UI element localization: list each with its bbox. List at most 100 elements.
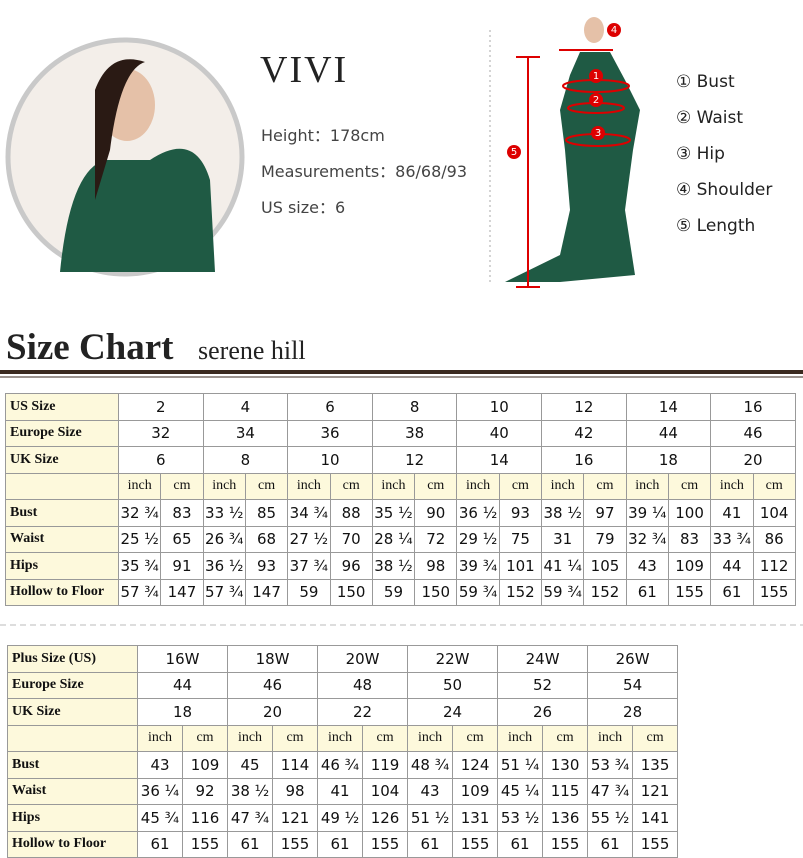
measure-cell: 83 <box>160 499 204 527</box>
measure-cell: 25 ½ <box>117 525 162 553</box>
unit-cell: inch <box>497 724 544 752</box>
size-cell: 4 <box>202 393 289 421</box>
size-cell: 10 <box>456 393 543 421</box>
size-cell: 2 <box>118 393 204 421</box>
measure-cell: 109 <box>452 777 499 805</box>
measure-cell: 36 ½ <box>456 499 500 527</box>
row-label: UK Size <box>7 698 138 726</box>
measure-cell: 155 <box>632 830 679 858</box>
unit-cell: inch <box>227 724 274 752</box>
measure-cell: 53 ¾ <box>587 751 634 779</box>
size-cell: 16 <box>710 393 796 421</box>
unit-cell: cm <box>632 724 679 752</box>
measure-cell: 109 <box>667 552 712 580</box>
corner-cell <box>5 472 119 500</box>
measure-cell: 97 <box>583 499 627 527</box>
figure-head <box>584 17 604 43</box>
size-cell: 46 <box>227 671 319 699</box>
measure-cell: 45 ¾ <box>137 804 183 832</box>
measure-cell: 147 <box>244 578 289 606</box>
corner-cell <box>7 724 138 752</box>
size-cell: 20 <box>710 446 796 474</box>
measure-cell: 35 ½ <box>371 499 416 527</box>
unit-row: inch cm inch cm inch cm inch cm inch cm inch cm inch… <box>5 472 796 500</box>
size-cell: 22 <box>317 698 409 726</box>
measure-cell: 155 <box>542 830 589 858</box>
measure-cell: 79 <box>583 525 627 553</box>
unit-cell: cm <box>414 472 458 500</box>
measure-cell: 41 <box>710 499 754 527</box>
measure-cell: 150 <box>329 578 373 606</box>
measure-cell: 116 <box>181 804 229 832</box>
row-label: US Size <box>5 393 119 421</box>
measure-cell: 150 <box>414 578 458 606</box>
marker-label: 3 <box>595 128 601 139</box>
size-cell: 26W <box>587 645 679 673</box>
measure-cell: 88 <box>329 499 373 527</box>
measure-cell: 105 <box>583 552 627 580</box>
measure-cell: 36 ½ <box>202 552 246 580</box>
measure-cell: 119 <box>362 751 409 779</box>
size-cell: 16 <box>541 446 627 474</box>
measure-cell: 31 <box>541 525 585 553</box>
measure-cell: 41 <box>317 777 364 805</box>
measure-cell: 61 <box>625 578 669 606</box>
size-cell: 50 <box>407 671 499 699</box>
measure-cell: 68 <box>244 525 289 553</box>
measure-cell: 61 <box>497 830 544 858</box>
size-cell: 12 <box>371 446 458 474</box>
unit-cell: inch <box>456 472 500 500</box>
measure-cell: 155 <box>667 578 712 606</box>
row-label: Plus Size (US) <box>7 645 138 673</box>
size-cell: 54 <box>587 671 679 699</box>
measure-row: Hollow to Floor 61 155 61 155 61 155 61 155 61 155… <box>7 830 679 858</box>
unit-cell: inch <box>625 472 669 500</box>
measure-cell: 92 <box>181 777 229 805</box>
measure-cell: 28 ¼ <box>371 525 416 553</box>
measure-cell: 104 <box>752 499 796 527</box>
unit-cell: cm <box>498 472 543 500</box>
size-cell: 48 <box>317 671 409 699</box>
row-label: Waist <box>5 525 119 553</box>
unit-cell: inch <box>371 472 416 500</box>
size-cell: 44 <box>625 419 712 447</box>
measure-row: Waist 36 ¼ 92 38 ½ 98 41 104 43 109 45 ¼ 115 47 ¾ 12… <box>7 777 679 805</box>
unit-row: inch cm inch cm inch cm inch cm inch cm inch cm <box>7 724 679 752</box>
model-name: VIVI <box>260 49 349 91</box>
size-cell: 10 <box>287 446 373 474</box>
measure-cell: 104 <box>362 777 409 805</box>
size-cell: 8 <box>202 446 289 474</box>
measure-cell: 93 <box>498 499 543 527</box>
measure-cell: 90 <box>414 499 458 527</box>
guide-item: ⑤ Length <box>676 216 756 236</box>
marker <box>589 69 603 83</box>
unit-cell: cm <box>329 472 373 500</box>
unit-cell: cm <box>452 724 499 752</box>
measure-cell: 39 ¼ <box>625 499 669 527</box>
measure-cell: 35 ¾ <box>117 552 162 580</box>
measure-cell: 72 <box>414 525 458 553</box>
size-cell: 24W <box>497 645 589 673</box>
measure-cell: 27 ½ <box>287 525 331 553</box>
measure-cell: 112 <box>752 552 796 580</box>
measure-cell: 39 ¾ <box>456 552 500 580</box>
measure-cell: 91 <box>160 552 204 580</box>
marker-label: 4 <box>611 25 617 36</box>
unit-cell: cm <box>752 472 796 500</box>
size-cell: 18 <box>136 698 229 726</box>
measure-cell: 47 ¾ <box>227 804 274 832</box>
size-cell: 28 <box>587 698 679 726</box>
size-cell: 14 <box>456 446 543 474</box>
measure-cell: 147 <box>160 578 204 606</box>
measure-cell: 65 <box>160 525 204 553</box>
measure-cell: 152 <box>583 578 627 606</box>
size-cell: 6 <box>287 393 373 421</box>
size-cell: 42 <box>541 419 627 447</box>
measure-cell: 70 <box>329 525 373 553</box>
measure-cell: 61 <box>317 830 364 858</box>
row-label: Waist <box>7 777 138 805</box>
unit-cell: cm <box>181 724 229 752</box>
measure-cell: 45 <box>227 751 274 779</box>
measure-cell: 45 ¼ <box>497 777 544 805</box>
measure-cell: 126 <box>362 804 409 832</box>
